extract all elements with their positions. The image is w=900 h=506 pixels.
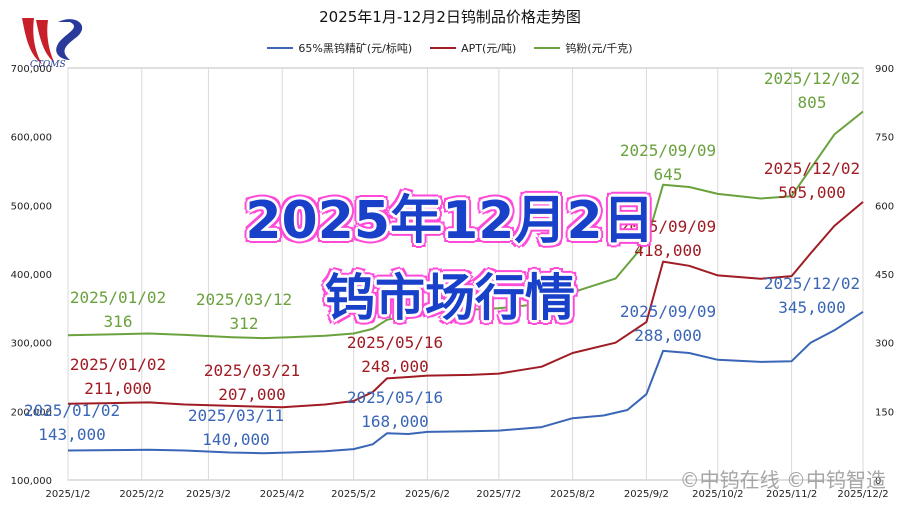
annotation-value: 316 (104, 312, 133, 331)
annotation-value: 645 (654, 165, 683, 184)
annotation-value: 418,000 (634, 241, 701, 260)
x-tick-label: 2025/12/2 (837, 489, 888, 500)
x-tick-label: 2025/9/2 (624, 489, 669, 500)
legend-swatch-tungsten-powder (534, 47, 561, 49)
annotation-date: 2025/09/09 (620, 217, 716, 236)
annotation-date: 2025/01/02 (70, 288, 166, 307)
y-right-tick-label: 150 (875, 407, 894, 418)
annotation-value: 505,000 (778, 183, 845, 202)
annotation-date: 2025/12/02 (764, 159, 860, 178)
annotation-date: 2025/09/09 (620, 141, 716, 160)
y-right-tick-label: 0 (875, 476, 881, 487)
annotation-date: 2025/01/02 (70, 355, 166, 374)
chart-legend: 65%黑钨精矿(元/标吨) APT(元/吨) 钨粉(元/千克) (0, 40, 900, 56)
y-left-tick-label: 100,000 (11, 476, 52, 487)
y-left-tick-label: 500,000 (11, 201, 52, 212)
y-left-tick-label: 600,000 (11, 133, 52, 144)
x-tick-label: 2025/6/2 (405, 489, 450, 500)
series-line-1 (67, 201, 864, 409)
annotation-date: 2025/05/16 (347, 333, 443, 352)
ctoms-logo (22, 18, 83, 64)
y-right-tick-label: 900 (875, 64, 894, 75)
x-tick-label: 2025/3/2 (186, 489, 231, 500)
y-right-tick-label: 750 (875, 133, 894, 144)
annotation-date: 2025/05/16 (347, 388, 443, 407)
legend-item-apt: APT(元/吨) (430, 40, 516, 56)
x-tick-label: 2025/8/2 (550, 489, 595, 500)
annotation-value: 143,000 (38, 425, 105, 444)
y-left-tick-label: 300,000 (11, 339, 52, 350)
x-tick-label: 2025/11/2 (766, 489, 817, 500)
series-line-0 (67, 310, 864, 455)
y-left-tick-label: 400,000 (11, 270, 52, 281)
legend-swatch-wolframite (267, 47, 294, 49)
x-tick-label: 2025/1/2 (46, 489, 91, 500)
annotation-date: 2025/12/02 (764, 274, 860, 293)
legend-label-wolframite: 65%黑钨精矿(元/标吨) (298, 42, 413, 55)
annotation-value: 312 (230, 314, 259, 333)
chart-title: 2025年1月-12月2日钨制品价格走势图 (319, 8, 581, 26)
annotation-value: 168,000 (361, 412, 428, 431)
x-tick-label: 2025/4/2 (260, 489, 305, 500)
annotation-value: 140,000 (202, 430, 269, 449)
y-left-tick-label: 200,000 (11, 407, 52, 418)
banner-subtitle: 钨市场行情 (325, 269, 575, 327)
legend-label-apt: APT(元/吨) (461, 42, 517, 55)
annotation-value: 288,000 (634, 326, 701, 345)
annotation-date: 2025/09/09 (620, 302, 716, 321)
annotation-value: 345,000 (778, 298, 845, 317)
annotation-value: 805 (798, 93, 827, 112)
y-right-tick-label: 450 (875, 270, 894, 281)
annotation-date: 2025/03/21 (204, 361, 300, 380)
legend-item-tungsten-powder: 钨粉(元/千克) (534, 40, 633, 56)
annotation-value: 211,000 (84, 379, 151, 398)
y-left-tick-label: 700,000 (11, 64, 52, 75)
legend-item-wolframite: 65%黑钨精矿(元/标吨) (267, 40, 412, 56)
x-tick-label: 2025/10/2 (692, 489, 743, 500)
annotation-date: 2025/01/02 (24, 401, 120, 420)
annotation-value: 248,000 (361, 357, 428, 376)
x-tick-label: 2025/2/2 (119, 489, 164, 500)
banner-date: 2025年12月2日 (245, 191, 655, 251)
ctoms-logo-text: CTOMS (30, 60, 66, 70)
x-tick-label: 2025/7/2 (476, 489, 521, 500)
annotation-value: 207,000 (218, 385, 285, 404)
x-tick-label: 2025/5/2 (331, 489, 376, 500)
watermark: ©中钨在线 ©中钨智造 (679, 468, 886, 492)
annotation-date: 2025/03/12 (196, 290, 292, 309)
legend-swatch-apt (430, 47, 457, 49)
y-right-tick-label: 300 (875, 339, 894, 350)
annotation-date: 2025/03/11 (188, 406, 284, 425)
series-line-2 (67, 110, 864, 340)
annotation-date: 2025/12/02 (764, 69, 860, 88)
legend-label-tungsten-powder: 钨粉(元/千克) (565, 42, 633, 55)
y-right-tick-label: 600 (875, 201, 894, 212)
